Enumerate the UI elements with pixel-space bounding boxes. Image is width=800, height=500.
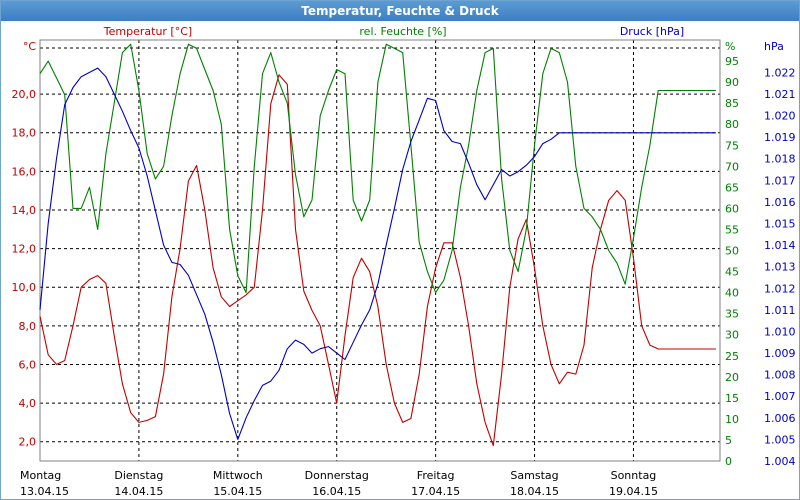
x-tick-date-label: 13.04.15 (20, 485, 69, 498)
x-tick-day-label: Donnerstag (305, 469, 369, 482)
pressure-tick-label: 1.006 (764, 412, 796, 425)
humidity-tick-label: 20 (725, 371, 739, 384)
x-tick-date-label: 16.04.15 (312, 485, 361, 498)
temperature-tick-label: 6,0 (19, 358, 37, 371)
pressure-tick-label: 1.015 (764, 218, 796, 231)
x-tick-date-label: 19.04.15 (609, 485, 658, 498)
x-tick-day-label: Montag (20, 469, 61, 482)
pressure-tick-label: 1.022 (764, 66, 796, 79)
plot-area (39, 39, 721, 462)
humidity-tick-label: 30 (725, 329, 739, 342)
pressure-tick-label: 1.018 (764, 153, 796, 166)
pressure-tick-label: 1.019 (764, 131, 796, 144)
chart-title: Temperatur, Feuchte & Druck (1, 1, 799, 21)
x-tick-date-label: 14.04.15 (114, 485, 163, 498)
humidity-tick-label: 50 (725, 245, 739, 258)
x-tick-date-label: 18.04.15 (510, 485, 559, 498)
humidity-tick-label: 45 (725, 266, 739, 279)
humidity-unit-label: % (725, 40, 735, 53)
humidity-tick-label: 75 (725, 139, 739, 152)
humidity-tick-label: 80 (725, 118, 739, 131)
x-tick-day-label: Sonntag (611, 469, 657, 482)
pressure-tick-label: 1.014 (764, 239, 796, 252)
temperature-tick-label: 18,0 (12, 127, 37, 140)
legend-humidity: rel. Feuchte [%] (359, 25, 446, 38)
temperature-tick-label: 2,0 (19, 436, 37, 449)
pressure-tick-label: 1.011 (764, 304, 796, 317)
humidity-tick-label: 65 (725, 181, 739, 194)
humidity-tick-label: 40 (725, 287, 739, 300)
pressure-tick-label: 1.021 (764, 88, 796, 101)
pressure-tick-label: 1.013 (764, 261, 796, 274)
humidity-tick-label: 35 (725, 308, 739, 321)
humidity-tick-label: 95 (725, 55, 739, 68)
humidity-tick-label: 90 (725, 76, 739, 89)
pressure-tick-label: 1.008 (764, 369, 796, 382)
humidity-tick-label: 25 (725, 350, 739, 363)
temperature-tick-label: 10,0 (12, 281, 37, 294)
humidity-tick-label: 10 (725, 413, 739, 426)
pressure-tick-label: 1.004 (764, 455, 796, 468)
humidity-tick-label: 55 (725, 223, 739, 236)
legend-pressure: Druck [hPa] (620, 25, 684, 38)
x-tick-day-label: Samstag (510, 469, 558, 482)
series-line-pressure (39, 67, 716, 440)
temperature-tick-label: 20,0 (12, 88, 37, 101)
legend-temperature: Temperatur [°C] (103, 25, 192, 38)
temperature-unit-label: °C (23, 40, 37, 53)
humidity-tick-label: 0 (725, 455, 732, 468)
x-tick-day-label: Mittwoch (213, 469, 263, 482)
temperature-tick-label: 4,0 (19, 397, 37, 410)
x-tick-date-label: 15.04.15 (213, 485, 262, 498)
pressure-tick-label: 1.017 (764, 174, 796, 187)
x-tick-day-label: Dienstag (114, 469, 163, 482)
humidity-tick-label: 70 (725, 160, 739, 173)
humidity-tick-label: 60 (725, 202, 739, 215)
humidity-tick-label: 85 (725, 97, 739, 110)
pressure-unit-label: hPa (764, 40, 784, 53)
pressure-tick-label: 1.009 (764, 347, 796, 360)
pressure-tick-label: 1.005 (764, 433, 796, 446)
series-line-temperature (39, 74, 716, 447)
series-line-humidity (39, 43, 716, 294)
pressure-tick-label: 1.020 (764, 110, 796, 123)
pressure-tick-label: 1.016 (764, 196, 796, 209)
temperature-tick-label: 14,0 (12, 204, 37, 217)
pressure-tick-label: 1.012 (764, 282, 796, 295)
pressure-tick-label: 1.007 (764, 390, 796, 403)
x-tick-date-label: 17.04.15 (411, 485, 460, 498)
pressure-tick-label: 1.010 (764, 325, 796, 338)
humidity-tick-label: 5 (725, 434, 732, 447)
temperature-tick-label: 8,0 (19, 320, 37, 333)
temperature-tick-label: 16,0 (12, 165, 37, 178)
temperature-tick-label: 12,0 (12, 243, 37, 256)
x-tick-day-label: Freitag (417, 469, 455, 482)
humidity-tick-label: 15 (725, 392, 739, 405)
